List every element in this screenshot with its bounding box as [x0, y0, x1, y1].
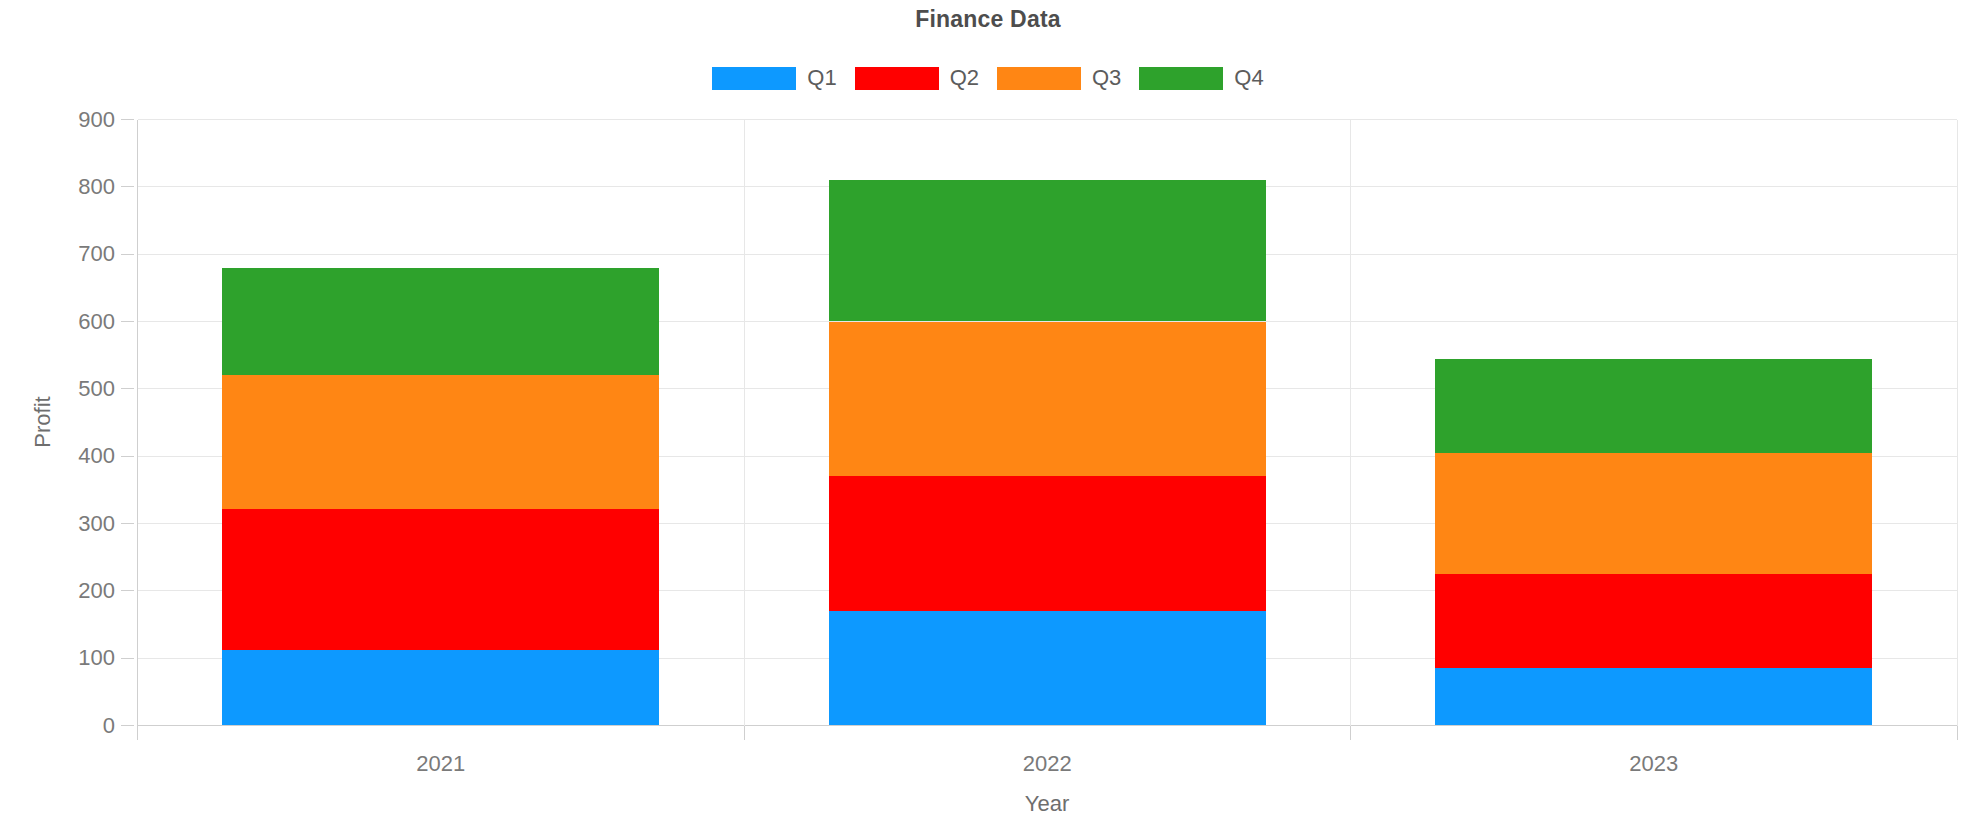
gridline-x3 — [1957, 120, 1958, 726]
x-tick-2 — [1350, 726, 1351, 740]
legend-swatch-q1 — [712, 67, 796, 90]
y-tick-label-900: 900 — [0, 108, 115, 132]
bar-2022-q3[interactable] — [829, 322, 1266, 477]
y-tick-label-600: 600 — [0, 310, 115, 334]
x-tick-label-2023: 2023 — [1544, 751, 1764, 777]
legend-label: Q2 — [950, 65, 979, 91]
bar-2021-q3[interactable] — [222, 375, 659, 508]
gridline-x2 — [1350, 120, 1351, 726]
legend-swatch-q3 — [997, 67, 1081, 90]
x-tick-label-2021: 2021 — [331, 751, 551, 777]
chart-title: Finance Data — [0, 6, 1976, 33]
bar-2023-q1[interactable] — [1435, 668, 1872, 725]
y-tick-200 — [121, 590, 134, 591]
stacked-bar-chart: Finance Data Q1 Q2 Q3 Q4 Profit Year 0 100 20… — [0, 0, 1976, 830]
y-tick-900 — [121, 119, 134, 120]
gridline-y900 — [138, 119, 1958, 120]
bar-2023-q3[interactable] — [1435, 453, 1872, 574]
legend-item-q4[interactable]: Q4 — [1139, 65, 1263, 91]
legend-label: Q4 — [1234, 65, 1263, 91]
y-tick-label-800: 800 — [0, 175, 115, 199]
y-tick-500 — [121, 388, 134, 389]
bar-2021-q1[interactable] — [222, 650, 659, 725]
y-tick-label-300: 300 — [0, 512, 115, 536]
y-tick-label-200: 200 — [0, 579, 115, 603]
legend-item-q3[interactable]: Q3 — [997, 65, 1121, 91]
y-axis-line — [137, 120, 138, 726]
y-tick-700 — [121, 254, 134, 255]
x-axis-title: Year — [137, 791, 1957, 817]
legend-swatch-q4 — [1139, 67, 1223, 90]
legend-item-q2[interactable]: Q2 — [855, 65, 979, 91]
legend-item-q1[interactable]: Q1 — [712, 65, 836, 91]
bar-2021-q4[interactable] — [222, 268, 659, 376]
x-tick-label-2022: 2022 — [937, 751, 1157, 777]
bar-2023-q2[interactable] — [1435, 574, 1872, 668]
chart-legend: Q1 Q2 Q3 Q4 — [0, 65, 1976, 91]
y-tick-600 — [121, 321, 134, 322]
legend-swatch-q2 — [855, 67, 939, 90]
bar-2022-q4[interactable] — [829, 180, 1266, 321]
y-tick-label-400: 400 — [0, 444, 115, 468]
x-tick-3 — [1957, 726, 1958, 740]
y-axis-title: Profit — [30, 396, 56, 447]
bar-2023-q4[interactable] — [1435, 359, 1872, 453]
legend-label: Q1 — [807, 65, 836, 91]
y-tick-800 — [121, 186, 134, 187]
bar-2022-q2[interactable] — [829, 476, 1266, 611]
bar-2021-q2[interactable] — [222, 509, 659, 650]
y-tick-label-100: 100 — [0, 646, 115, 670]
y-tick-label-0: 0 — [0, 714, 115, 738]
bar-2022-q1[interactable] — [829, 611, 1266, 725]
x-tick-1 — [744, 726, 745, 740]
y-tick-label-500: 500 — [0, 377, 115, 401]
y-tick-400 — [121, 456, 134, 457]
legend-label: Q3 — [1092, 65, 1121, 91]
y-tick-0 — [121, 725, 134, 726]
y-tick-100 — [121, 658, 134, 659]
gridline-x1 — [744, 120, 745, 726]
y-tick-label-700: 700 — [0, 242, 115, 266]
y-tick-300 — [121, 523, 134, 524]
x-tick-0 — [137, 726, 138, 740]
